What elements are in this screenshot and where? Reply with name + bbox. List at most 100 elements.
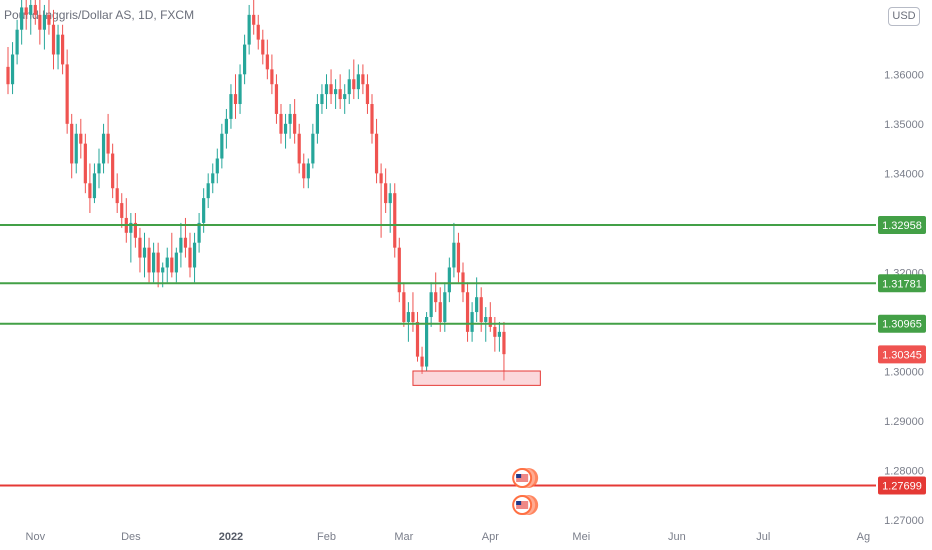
candle [447, 257, 451, 303]
time-axis[interactable]: Nov Des 2022 Feb Mar Apr Mei Jun Jul Ag [26, 531, 871, 543]
chart-title: Pound Inggris/Dollar AS, 1D, FXCM [4, 8, 195, 22]
candle [434, 272, 438, 313]
candle-body [402, 292, 406, 322]
candle-body [165, 257, 169, 268]
candle-body [174, 252, 178, 273]
candle [365, 74, 370, 114]
candle-body [252, 14, 256, 25]
candle-body [479, 297, 483, 322]
currency-unit-button[interactable]: USD [888, 7, 920, 26]
candle-body [397, 247, 401, 293]
candle-body [388, 193, 392, 204]
candle [429, 282, 433, 327]
candle-body [374, 133, 379, 174]
candle [152, 242, 156, 283]
support-zone-box[interactable] [412, 370, 541, 386]
x-tick-label: Ag [857, 531, 870, 543]
level-price-tag-label: 1.27699 [882, 480, 922, 492]
candle-body [438, 302, 442, 322]
candle [497, 321, 501, 352]
candle [20, 0, 24, 45]
last-price-tag [878, 345, 926, 364]
candle-body [302, 163, 306, 179]
candle-body [29, 4, 33, 15]
flag-canton [516, 501, 522, 505]
candle [465, 282, 470, 342]
economic-event-icon[interactable] [512, 468, 539, 488]
candle [256, 14, 260, 50]
candle [183, 217, 188, 258]
candle-body [465, 292, 470, 332]
level-price-tag [878, 274, 926, 293]
candle [493, 317, 497, 352]
candle [488, 302, 492, 332]
candle [10, 42, 15, 95]
candle-body [434, 292, 438, 303]
candle-body [320, 94, 324, 105]
y-tick-label: 1.36000 [884, 69, 924, 81]
candle [138, 227, 142, 273]
candle-body [365, 84, 370, 105]
candle-body [211, 173, 215, 184]
candle-body [70, 123, 74, 164]
candle-body [334, 89, 338, 95]
candle [74, 123, 78, 174]
candle-body [88, 183, 92, 199]
level-price-tag [878, 476, 926, 495]
candle [352, 59, 356, 100]
candle [425, 312, 429, 372]
candle-body [384, 183, 388, 204]
y-tick-label: 1.28000 [884, 466, 924, 478]
candle [188, 232, 192, 278]
level-price-tag-label: 1.30965 [882, 319, 922, 331]
candle [238, 64, 242, 114]
candle [283, 113, 288, 149]
price-tags-layer: 1.32958 1.31781 1.30965 1.27699 1.30345 [878, 215, 926, 495]
flag-stripes [516, 501, 529, 509]
price-axis[interactable]: 1.270001.280001.290001.300001.320001.340… [884, 69, 924, 527]
candle [92, 163, 97, 204]
candle-body [361, 74, 365, 85]
candle-body [156, 252, 160, 273]
candle [211, 163, 215, 194]
candle [215, 148, 219, 184]
candle-body [456, 242, 461, 273]
candle [393, 183, 397, 258]
candle-body [475, 297, 479, 313]
candle-body [42, 14, 46, 30]
candle-body [484, 317, 488, 322]
candle [88, 163, 92, 213]
candle [438, 287, 442, 332]
candle-body [152, 252, 156, 273]
candle [233, 74, 238, 119]
candle-body [51, 24, 56, 55]
candle-body [220, 133, 224, 159]
candle-body [92, 173, 97, 199]
candle [24, 0, 28, 30]
candle-body [497, 331, 501, 337]
candle [174, 247, 178, 283]
candle-body [256, 24, 260, 40]
x-tick-label: Jul [756, 531, 770, 543]
candle [452, 222, 456, 278]
candle-body [447, 267, 451, 293]
candle-body [65, 64, 69, 124]
candle [179, 222, 183, 268]
candle-body [452, 242, 456, 268]
candle-body [197, 222, 201, 243]
x-tick-label: Jun [668, 531, 686, 543]
candle [311, 123, 315, 169]
candle-body [10, 54, 15, 85]
candle [411, 292, 415, 332]
candle [324, 74, 329, 109]
candle-body [188, 247, 192, 268]
last-price-tag-label: 1.30345 [882, 349, 922, 361]
x-tick-label: Apr [482, 531, 499, 543]
candle-body [311, 133, 315, 164]
candle [420, 346, 424, 374]
candle [106, 113, 110, 164]
economic-event-icon[interactable] [512, 495, 539, 515]
candle [379, 163, 383, 238]
candle [397, 237, 401, 303]
